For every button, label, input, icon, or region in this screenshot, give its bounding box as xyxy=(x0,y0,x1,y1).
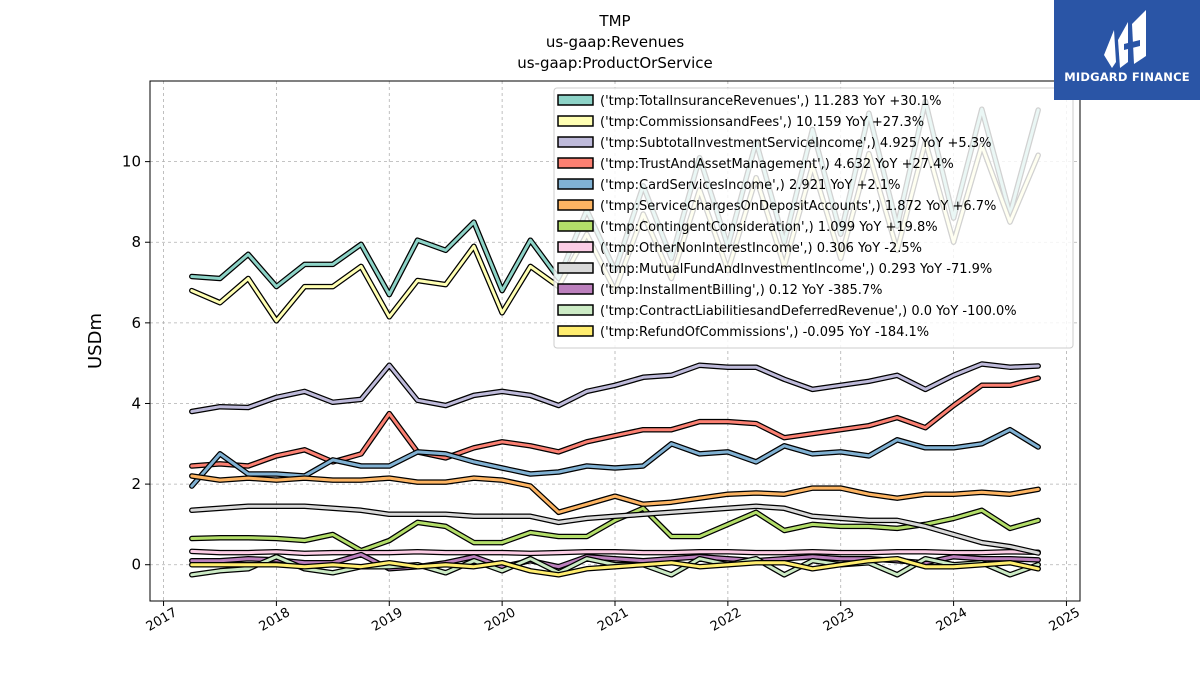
series-stroke xyxy=(190,474,1040,514)
legend-swatch xyxy=(557,94,594,106)
x-tick-label: 2020 xyxy=(482,605,518,635)
y-tick-label: 8 xyxy=(131,233,141,251)
x-tick-label: 2024 xyxy=(934,605,970,635)
legend-label: ('tmp:TrustAndAssetManagement',) 4.632 Y… xyxy=(600,157,954,172)
legend-swatch xyxy=(557,241,594,253)
legend-swatch xyxy=(557,115,594,127)
series-stroke xyxy=(190,504,1040,555)
legend-swatch xyxy=(557,325,594,337)
series-stroke xyxy=(190,557,1040,577)
y-axis-ticks: 0 2 4 6 8 10 xyxy=(122,153,150,574)
legend-item: ('tmp:ContingentConsideration',) 1.099 Y… xyxy=(557,220,938,235)
x-tick-label: 2022 xyxy=(708,605,744,635)
legend-label: ('tmp:SubtotalInvestmentServiceIncome',)… xyxy=(600,136,991,151)
y-tick-label: 10 xyxy=(122,153,141,171)
x-tick-label: 2021 xyxy=(595,605,631,635)
midgard-finance-logo: MIDGARD FINANCE xyxy=(1054,0,1200,100)
chart-title-line-1: TMP xyxy=(598,12,630,30)
series-stroke xyxy=(190,362,1040,413)
series-line-8 xyxy=(189,503,1041,556)
legend-item: ('tmp:InstallmentBilling',) 0.12 YoY -38… xyxy=(557,283,883,298)
y-tick-label: 6 xyxy=(131,314,141,332)
legend-label: ('tmp:ServiceChargesOnDepositAccounts',)… xyxy=(600,199,996,214)
y-tick-label: 4 xyxy=(131,394,141,412)
x-tick-label: 2018 xyxy=(257,605,293,635)
series-line-6 xyxy=(189,505,1041,554)
legend-item: ('tmp:OtherNonInterestIncome',) 0.306 Yo… xyxy=(557,241,922,256)
legend-swatch xyxy=(557,157,594,169)
legend-item: ('tmp:TrustAndAssetManagement',) 4.632 Y… xyxy=(557,157,954,172)
legend-label: ('tmp:TotalInsuranceRevenues',) 11.283 Y… xyxy=(600,94,942,109)
legend-label: ('tmp:ContingentConsideration',) 1.099 Y… xyxy=(600,220,938,235)
legend-label: ('tmp:ContractLiabilitiesandDeferredReve… xyxy=(600,304,1017,319)
series-line-2 xyxy=(189,361,1041,415)
logo-text: MIDGARD FINANCE xyxy=(1064,70,1190,84)
x-tick-label: 2017 xyxy=(144,605,180,635)
legend-swatch xyxy=(557,136,594,148)
x-tick-label: 2019 xyxy=(369,605,405,635)
legend-label: ('tmp:CardServicesIncome',) 2.921 YoY +2… xyxy=(600,178,901,193)
series-line-11 xyxy=(189,555,1041,578)
legend-swatch xyxy=(557,199,594,211)
series-stroke xyxy=(190,549,1040,555)
x-tick-label: 2023 xyxy=(821,605,857,635)
series-stroke xyxy=(190,376,1040,468)
legend-item: ('tmp:MutualFundAndInvestmentIncome',) 0… xyxy=(557,262,992,277)
y-axis-label: USDm xyxy=(85,313,106,369)
legend-label: ('tmp:OtherNonInterestIncome',) 0.306 Yo… xyxy=(600,241,922,256)
legend-label: ('tmp:CommissionsandFees',) 10.159 YoY +… xyxy=(600,115,924,130)
series-stroke xyxy=(190,506,1040,553)
chart-title-line-2: us-gaap:Revenues xyxy=(546,33,685,51)
y-tick-label: 0 xyxy=(131,556,141,574)
legend-swatch xyxy=(557,220,594,232)
series-line-4 xyxy=(189,426,1041,489)
legend-item: ('tmp:SubtotalInvestmentServiceIncome',)… xyxy=(557,136,991,151)
series-line-3 xyxy=(189,375,1041,469)
series-line-7 xyxy=(189,548,1041,557)
chart-title-line-3: us-gaap:ProductOrService xyxy=(517,54,713,72)
x-tick-label: 2025 xyxy=(1047,605,1083,635)
legend-label: ('tmp:MutualFundAndInvestmentIncome',) 0… xyxy=(600,262,992,277)
legend-label: ('tmp:RefundOfCommissions',) -0.095 YoY … xyxy=(600,325,929,340)
legend-swatch xyxy=(557,283,594,295)
legend-swatch xyxy=(557,262,594,274)
legend-item: ('tmp:TotalInsuranceRevenues',) 11.283 Y… xyxy=(557,94,942,109)
legend-item: ('tmp:ServiceChargesOnDepositAccounts',)… xyxy=(557,199,996,214)
x-axis-ticks: 2017 2018 2019 2020 2021 2022 2023 2024 2025 xyxy=(144,601,1083,635)
legend-item: ('tmp:CommissionsandFees',) 10.159 YoY +… xyxy=(557,115,924,130)
legend-item: ('tmp:ContractLiabilitiesandDeferredReve… xyxy=(557,304,1017,319)
legend-swatch xyxy=(557,304,594,316)
y-tick-label: 2 xyxy=(131,475,141,493)
legend: ('tmp:TotalInsuranceRevenues',) 11.283 Y… xyxy=(553,87,1074,349)
series-line-5 xyxy=(189,473,1041,516)
legend-item: ('tmp:RefundOfCommissions',) -0.095 YoY … xyxy=(557,325,929,340)
legend-swatch xyxy=(557,178,594,190)
midgard-logo-mark-icon xyxy=(1104,10,1146,68)
series-stroke xyxy=(190,428,1040,488)
legend-item: ('tmp:CardServicesIncome',) 2.921 YoY +2… xyxy=(557,178,901,193)
legend-box xyxy=(553,87,1074,349)
legend-label: ('tmp:InstallmentBilling',) 0.12 YoY -38… xyxy=(600,283,883,298)
